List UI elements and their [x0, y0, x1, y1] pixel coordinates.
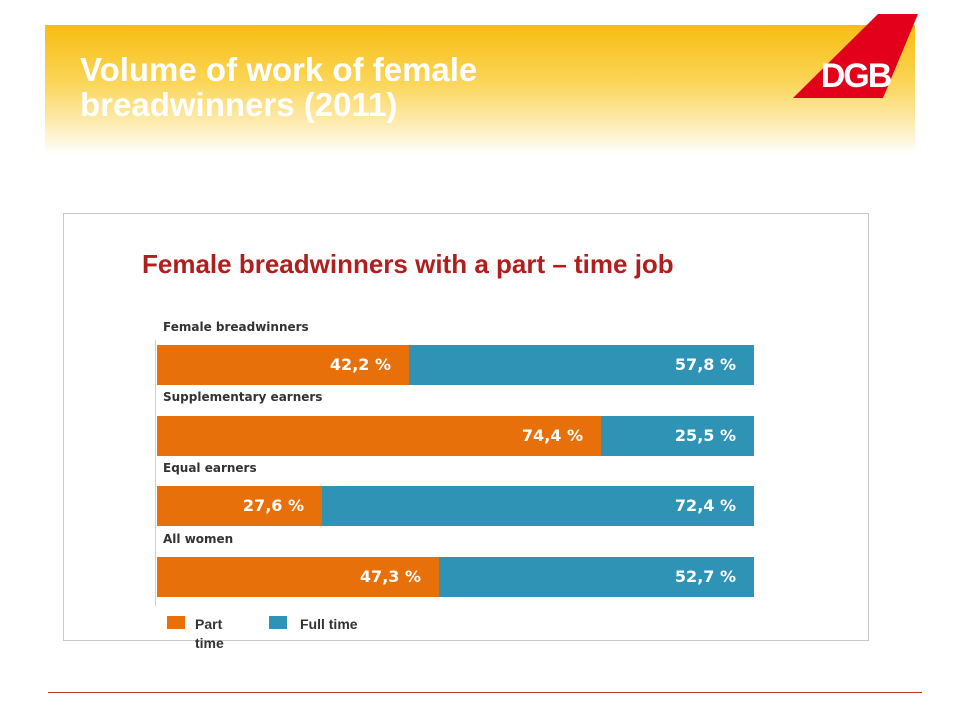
category-label: Female breadwinners	[163, 320, 309, 334]
legend-label-part-time: Part time	[195, 616, 224, 651]
data-label: 57,8 %	[674, 355, 736, 374]
data-label: 42,2 %	[329, 355, 391, 374]
data-label: 27,6 %	[242, 496, 304, 515]
bar-part-time	[157, 486, 322, 526]
dgb-logo	[793, 14, 918, 98]
data-label: 72,4 %	[674, 496, 736, 515]
data-label: 25,5 %	[674, 426, 736, 445]
bar-part-time	[157, 345, 409, 385]
footer-divider	[48, 692, 922, 693]
bar-full-time	[322, 486, 754, 526]
bar-full-time	[439, 557, 754, 597]
chart-title: Female breadwinners with a part – time j…	[142, 249, 674, 279]
data-label: 52,7 %	[674, 567, 736, 586]
legend-swatch-part-time	[167, 616, 185, 629]
category-label: Equal earners	[163, 461, 257, 475]
title-banner	[45, 25, 915, 155]
logo-parallelogram	[793, 14, 918, 98]
logo-text: DGB	[820, 57, 893, 95]
bar-part-time	[157, 557, 439, 597]
legend-swatch-full-time	[269, 616, 287, 629]
category-label: All women	[163, 532, 234, 546]
bar-part-time	[157, 416, 601, 456]
data-label: 47,3 %	[359, 567, 421, 586]
bar-full-time	[601, 416, 754, 456]
legend-label-full-time: Full time	[300, 616, 358, 632]
data-label: 74,4 %	[521, 426, 583, 445]
category-label: Supplementary earners	[163, 390, 323, 404]
bar-full-time	[409, 345, 754, 385]
chart-axis-line	[155, 340, 156, 606]
slide-title: Volume of work of female breadwinners (2…	[80, 51, 478, 123]
